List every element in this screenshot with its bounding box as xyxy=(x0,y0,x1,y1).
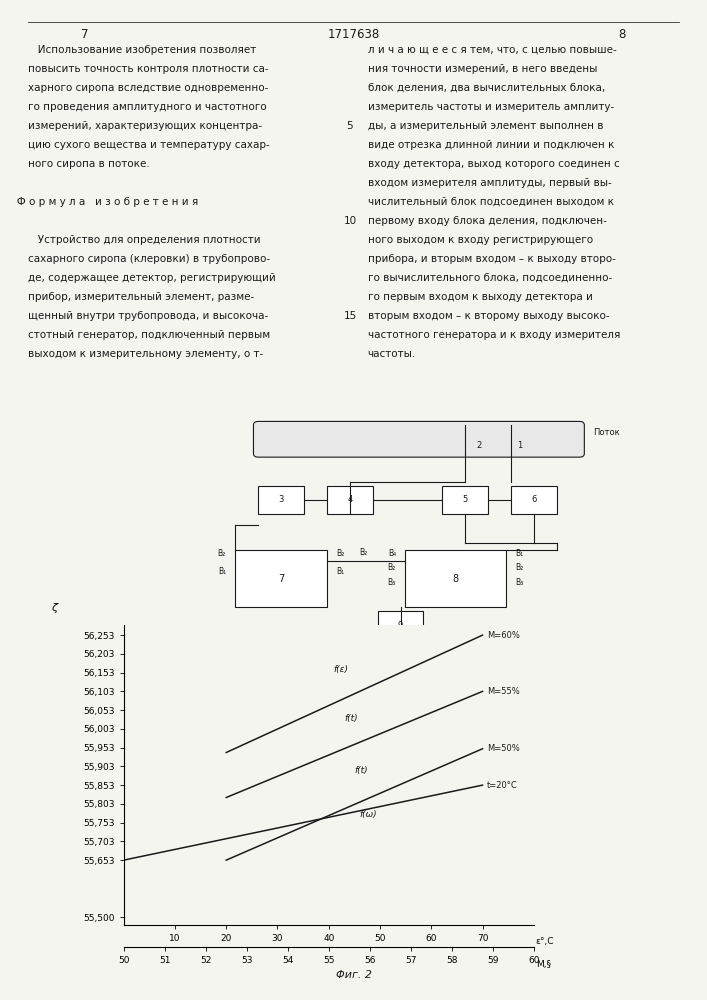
Text: M=50%: M=50% xyxy=(486,744,520,753)
Text: 5: 5 xyxy=(346,121,354,131)
Text: 3: 3 xyxy=(279,495,284,504)
Text: измеритель частоты и измеритель амплиту-: измеритель частоты и измеритель амплиту- xyxy=(368,102,614,112)
Text: Поток: Поток xyxy=(593,428,620,437)
Text: го вычислительного блока, подсоединенно-: го вычислительного блока, подсоединенно- xyxy=(368,273,612,283)
Text: ды, а измерительный элемент выполнен в: ды, а измерительный элемент выполнен в xyxy=(368,121,603,131)
Text: f(ε): f(ε) xyxy=(334,665,349,674)
Text: стотный генератор, подключенный первым: стотный генератор, подключенный первым xyxy=(28,330,270,340)
Text: B₂: B₂ xyxy=(218,549,226,558)
Text: M=60%: M=60% xyxy=(486,631,520,640)
Text: B₂: B₂ xyxy=(387,563,396,572)
Text: ного выходом к входу регистрирующего: ного выходом к входу регистрирующего xyxy=(368,235,592,245)
Text: B₁: B₁ xyxy=(337,567,344,576)
Text: 1717638: 1717638 xyxy=(327,28,380,41)
Text: 6: 6 xyxy=(531,495,537,504)
Text: прибор, измерительный элемент, разме-: прибор, измерительный элемент, разме- xyxy=(28,292,255,302)
Text: вторым входом – к второму выходу высоко-: вторым входом – к второму выходу высоко- xyxy=(368,311,609,321)
Text: ния точности измерений, в него введены: ния точности измерений, в него введены xyxy=(368,64,597,74)
Text: входом измерителя амплитуды, первый вы-: входом измерителя амплитуды, первый вы- xyxy=(368,178,612,188)
Text: харного сиропа вследствие одновременно-: харного сиропа вследствие одновременно- xyxy=(28,83,269,93)
Text: первому входу блока деления, подключен-: первому входу блока деления, подключен- xyxy=(368,216,607,226)
Text: B₂: B₂ xyxy=(360,548,368,557)
Text: f(t): f(t) xyxy=(344,714,358,723)
Text: 2: 2 xyxy=(476,441,481,450)
FancyBboxPatch shape xyxy=(235,550,327,607)
Text: Ф о р м у л а   и з о б р е т е н и я: Ф о р м у л а и з о б р е т е н и я xyxy=(7,197,198,207)
Text: f(t): f(t) xyxy=(354,766,368,775)
Text: B₂: B₂ xyxy=(337,549,344,558)
Text: повысить точность контроля плотности са-: повысить точность контроля плотности са- xyxy=(28,64,269,74)
Text: ε°,С: ε°,С xyxy=(536,937,554,946)
Text: B₂: B₂ xyxy=(515,563,524,572)
Text: л и ч а ю щ е е с я тем, что, с целью повыше-: л и ч а ю щ е е с я тем, что, с целью по… xyxy=(368,45,617,55)
Text: Использование изобретения позволяет: Использование изобретения позволяет xyxy=(28,45,257,55)
FancyBboxPatch shape xyxy=(378,611,423,639)
Text: 9: 9 xyxy=(398,620,403,630)
Text: Устройство для определения плотности: Устройство для определения плотности xyxy=(28,235,261,245)
FancyBboxPatch shape xyxy=(327,486,373,514)
Text: 8: 8 xyxy=(452,574,459,584)
Text: виде отрезка длинной линии и подключен к: виде отрезка длинной линии и подключен к xyxy=(368,140,614,150)
Text: ζ: ζ xyxy=(51,603,57,613)
Text: B₁: B₁ xyxy=(218,567,226,576)
Text: Φиг. 2: Φиг. 2 xyxy=(336,970,371,980)
Text: цию сухого вещества и температуру сахар-: цию сухого вещества и температуру сахар- xyxy=(28,140,270,150)
Text: щенный внутри трубопровода, и высокоча-: щенный внутри трубопровода, и высокоча- xyxy=(28,311,269,321)
FancyBboxPatch shape xyxy=(405,550,506,607)
Text: сахарного сиропа (клеровки) в трубопрово-: сахарного сиропа (клеровки) в трубопрово… xyxy=(28,254,270,264)
FancyBboxPatch shape xyxy=(253,421,584,457)
Text: 4: 4 xyxy=(347,495,353,504)
Text: t=20°C: t=20°C xyxy=(486,781,518,790)
Text: 10: 10 xyxy=(395,646,406,655)
Text: измерений, характеризующих концентра-: измерений, характеризующих концентра- xyxy=(28,121,262,131)
FancyBboxPatch shape xyxy=(442,486,488,514)
Text: B₁: B₁ xyxy=(515,549,523,558)
Text: 15: 15 xyxy=(344,311,356,321)
Text: ного сиропа в потоке.: ного сиропа в потоке. xyxy=(28,159,150,169)
Text: входу детектора, выход которого соединен с: входу детектора, выход которого соединен… xyxy=(368,159,619,169)
Text: частотного генератора и к входу измерителя: частотного генератора и к входу измерите… xyxy=(368,330,620,340)
Text: B₃: B₃ xyxy=(387,578,396,587)
FancyBboxPatch shape xyxy=(258,486,304,514)
Text: 7: 7 xyxy=(278,574,284,584)
Text: 5: 5 xyxy=(462,495,467,504)
Text: числительный блок подсоединен выходом к: числительный блок подсоединен выходом к xyxy=(368,197,614,207)
Text: блок деления, два вычислительных блока,: блок деления, два вычислительных блока, xyxy=(368,83,605,93)
Text: го проведения амплитудного и частотного: го проведения амплитудного и частотного xyxy=(28,102,267,112)
Text: M,§: M,§ xyxy=(536,960,551,968)
Text: 7: 7 xyxy=(81,28,88,41)
Text: Φиг. 1: Φиг. 1 xyxy=(304,668,340,678)
Text: M=55%: M=55% xyxy=(486,687,520,696)
Text: 10: 10 xyxy=(344,216,356,226)
Text: B₄: B₄ xyxy=(388,549,396,558)
Text: го первым входом к выходу детектора и: го первым входом к выходу детектора и xyxy=(368,292,592,302)
Text: де, содержащее детектор, регистрирующий: де, содержащее детектор, регистрирующий xyxy=(28,273,276,283)
Text: f(ω): f(ω) xyxy=(360,810,377,819)
FancyBboxPatch shape xyxy=(510,486,557,514)
Text: 8: 8 xyxy=(619,28,626,41)
Text: B₃: B₃ xyxy=(515,578,524,587)
Text: 1: 1 xyxy=(518,441,522,450)
Text: выходом к измерительному элементу, о т-: выходом к измерительному элементу, о т- xyxy=(28,349,264,359)
Text: прибора, и вторым входом – к выходу второ-: прибора, и вторым входом – к выходу втор… xyxy=(368,254,616,264)
Text: частоты.: частоты. xyxy=(368,349,416,359)
